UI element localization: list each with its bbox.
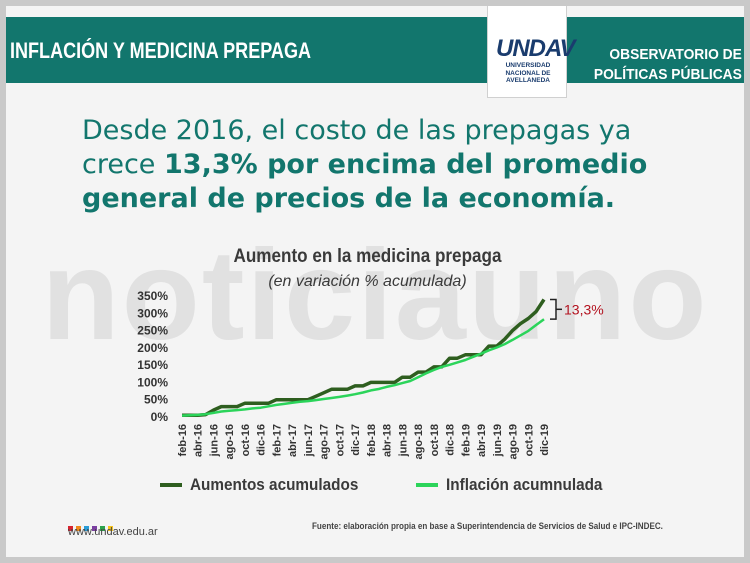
x-tick-label: feb-17 — [271, 424, 283, 456]
x-tick-label: dic-19 — [539, 424, 551, 456]
x-tick-label: dic-17 — [350, 424, 362, 456]
y-tick-label: 50% — [144, 393, 168, 407]
watermark: noticiauno — [41, 224, 709, 367]
logo-line-3: AVELLANEDA — [506, 77, 550, 84]
x-tick-label: feb-18 — [366, 424, 378, 456]
brand-dot — [68, 526, 73, 531]
observatorio-line-2: POLÍTICAS PÚBLICAS — [594, 66, 742, 83]
headline-regular: Desde 2016, el costo de las prepagas ya … — [82, 115, 632, 180]
x-tick-label: abr-17 — [287, 424, 299, 457]
brand-dot — [108, 526, 113, 531]
x-tick-label: dic-16 — [256, 424, 268, 456]
x-tick-label: ago-19 — [508, 424, 520, 459]
x-tick-label: oct-16 — [240, 424, 252, 456]
page-title: INFLACIÓN Y MEDICINA PREPAGA — [10, 38, 312, 63]
x-tick-label: oct-19 — [523, 424, 535, 456]
y-tick-label: 200% — [137, 341, 168, 355]
logo-line-2: NACIONAL DE — [505, 69, 551, 77]
x-tick-label: ago-18 — [413, 424, 425, 459]
y-tick-label: 300% — [137, 306, 168, 320]
observatorio-label: OBSERVATORIO DE POLÍTICAS PÚBLICAS — [594, 45, 742, 85]
brand-dot — [100, 526, 105, 531]
legend-item-aumentos: Aumentos acumulados — [160, 475, 377, 495]
logo-line-1: UNIVERSIDAD — [505, 62, 551, 69]
x-tick-label: ago-16 — [224, 424, 236, 459]
legend-swatch-aumentos — [160, 483, 182, 487]
legend-swatch-inflacion — [415, 483, 438, 487]
y-tick-label: 100% — [137, 375, 168, 389]
y-tick-label: 350% — [137, 289, 168, 303]
y-tick-label: 250% — [137, 324, 168, 338]
x-tick-label: abr-18 — [382, 424, 394, 457]
brand-dot — [92, 526, 97, 531]
series-line-aumentos — [182, 298, 546, 418]
brand-dot — [84, 526, 89, 531]
x-tick-label: jun-17 — [303, 424, 315, 457]
chart-subtitle: (en variación % acumulada) — [268, 273, 467, 290]
series-line-inflacion — [181, 318, 545, 417]
x-tick-label: oct-18 — [429, 424, 441, 456]
website-link[interactable]: www.undav.edu.ar — [68, 526, 158, 538]
x-tick-label: dic-18 — [445, 424, 457, 456]
annotation-bracket — [550, 298, 557, 320]
legend-label-aumentos: Aumentos acumulados — [190, 475, 359, 494]
y-tick-label: 0% — [151, 410, 169, 424]
headline: Desde 2016, el costo de las prepagas ya … — [82, 114, 702, 216]
x-tick-label: feb-16 — [177, 424, 189, 456]
x-tick-label: abr-19 — [476, 424, 488, 457]
brand-dot — [76, 526, 81, 531]
x-tick-label: oct-17 — [334, 424, 346, 456]
observatorio-line-1: OBSERVATORIO DE — [609, 46, 742, 63]
brand-dots — [68, 518, 116, 536]
x-tick-label: jun-18 — [397, 424, 409, 457]
x-tick-label: feb-19 — [460, 424, 472, 456]
headline-bold: 13,3% por encima del promedio general de… — [82, 149, 648, 214]
annotation-label: 13,3% — [564, 301, 604, 317]
header-bar: INFLACIÓN Y MEDICINA PREPAGA OBSERVATORI… — [0, 17, 750, 83]
chart-title: Aumento en la medicina prepaga — [233, 246, 502, 267]
logo-text: UNIVERSIDAD NACIONAL DE AVELLANEDA — [492, 62, 564, 85]
x-tick-label: abr-16 — [193, 424, 205, 457]
chart-legend: Aumentos acumulados Inflación acumnulada — [160, 474, 653, 498]
x-tick-label: ago-17 — [319, 424, 331, 459]
y-tick-label: 150% — [137, 358, 168, 372]
legend-item-inflacion: Inflación acumnulada — [415, 475, 620, 495]
x-tick-label: jun-19 — [492, 424, 504, 457]
source-note: Fuente: elaboración propia en base a Sup… — [312, 521, 663, 532]
legend-label-inflacion: Inflación acumnulada — [445, 475, 602, 494]
x-tick-label: jun-16 — [208, 424, 220, 457]
